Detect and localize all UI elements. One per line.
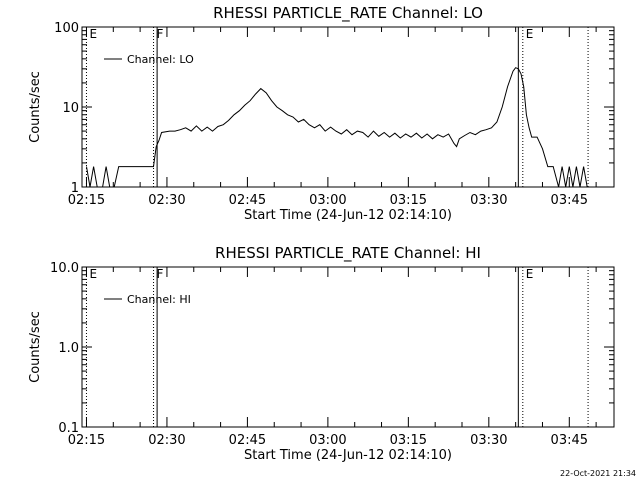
chart-title: RHESSI PARTICLE_RATE Channel: HI (215, 244, 481, 263)
x-tick-label: 03:30 (470, 193, 507, 208)
plot-frame (81, 266, 615, 428)
x-tick-label: 02:30 (148, 433, 185, 448)
footer-timestamp: 22-Oct-2021 21:34 (560, 469, 636, 478)
hi-channel-panel: RHESSI PARTICLE_RATE Channel: HI 0.1 1.0 10… (28, 244, 615, 463)
x-tick-label: 03:00 (309, 193, 346, 208)
marker-label: F (157, 267, 164, 281)
marker-label: E (89, 267, 97, 281)
legend-entry: Channel: HI (127, 293, 191, 306)
x-axis-label: Start Time (24-Jun-12 02:14:10) (244, 448, 452, 463)
chart-title: RHESSI PARTICLE_RATE Channel: LO (213, 4, 483, 23)
y-tick-label: 100 (54, 21, 79, 36)
legend-entry: Channel: LO (127, 53, 194, 66)
marker-label: E (526, 27, 534, 41)
x-tick-label: 02:45 (229, 193, 266, 208)
marker-label: E (89, 27, 97, 41)
x-tick-label: 03:30 (470, 433, 507, 448)
marker-label: F (157, 27, 164, 41)
plot-frame (81, 26, 615, 188)
x-tick-label: 03:15 (390, 193, 427, 208)
y-axis-label: Counts/sec (28, 71, 43, 143)
x-tick-label: 03:15 (390, 433, 427, 448)
series-line (86, 67, 588, 188)
marker-label: E (526, 267, 534, 281)
lo-channel-panel: RHESSI PARTICLE_RATE Channel: LO 1 10 100 02… (28, 4, 615, 223)
x-axis-label: Start Time (24-Jun-12 02:14:10) (244, 208, 452, 223)
x-tick-label: 02:15 (68, 433, 105, 448)
y-tick-label: 0.1 (58, 421, 79, 436)
y-tick-label: 1 (71, 181, 79, 196)
y-axis-label: Counts/sec (28, 311, 43, 383)
x-tick-label: 02:15 (68, 193, 105, 208)
y-tick-label: 10.0 (50, 261, 79, 276)
x-tick-label: 03:45 (551, 193, 588, 208)
y-tick-label: 1.0 (58, 341, 79, 356)
y-tick-label: 10 (62, 101, 79, 116)
x-tick-label: 03:00 (309, 433, 346, 448)
x-tick-label: 02:45 (229, 433, 266, 448)
x-tick-label: 03:45 (551, 433, 588, 448)
x-tick-label: 02:30 (148, 193, 185, 208)
